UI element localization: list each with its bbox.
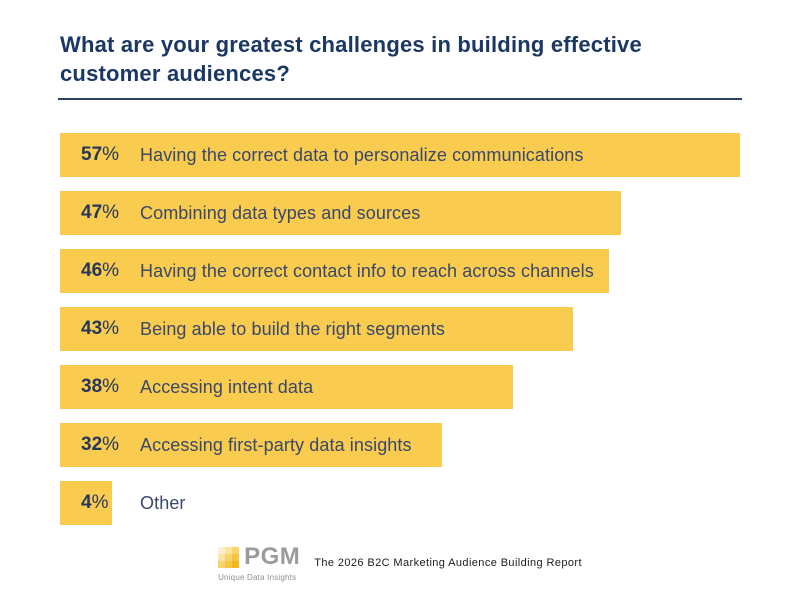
bar-value: 57% <box>81 144 120 165</box>
bar-value: 46% <box>81 260 120 281</box>
logo-mosaic-square <box>218 553 226 561</box>
bar-row: 38% Accessing intent data <box>60 365 740 409</box>
bar-chart: 57% Having the correct data to personaliz… <box>60 133 740 539</box>
logo-mosaic-square <box>232 546 240 554</box>
pgm-logo-icon <box>218 546 240 568</box>
bar <box>60 481 112 525</box>
logo-mosaic-square <box>232 553 240 561</box>
bar-value: 32% <box>81 434 120 455</box>
pgm-logo-row: PGM <box>218 543 300 571</box>
bar-value: 4% <box>81 492 109 513</box>
logo-mosaic-square <box>218 546 226 554</box>
bar-value: 43% <box>81 318 120 339</box>
page-title: What are your greatest challenges in bui… <box>60 32 642 87</box>
bar <box>60 249 609 293</box>
bar-label: Other <box>140 492 186 513</box>
bar-label: Accessing intent data <box>140 376 314 397</box>
bar-row: 43% Being able to build the right segment… <box>60 307 740 351</box>
bar <box>60 307 573 351</box>
title-underline <box>58 98 742 100</box>
bar <box>60 133 740 177</box>
bar-label: Being able to build the right segments <box>140 318 445 339</box>
bar <box>60 423 442 467</box>
bar-value: 38% <box>81 376 120 397</box>
bar-label: Having the correct contact info to reach… <box>140 260 594 281</box>
logo-mosaic-square <box>225 546 233 554</box>
logo-mosaic-square <box>232 560 240 568</box>
bar <box>60 191 621 235</box>
bar <box>60 365 514 409</box>
bar-label: Having the correct data to personalize c… <box>140 144 584 165</box>
bar-row: 47% Combining data types and sources <box>60 191 740 235</box>
bar-row: 32% Accessing first-party data insights <box>60 423 740 467</box>
bar-row: 57% Having the correct data to personaliz… <box>60 133 740 177</box>
bar-label: Accessing first-party data insights <box>140 434 412 455</box>
bar-label: Combining data types and sources <box>140 202 421 223</box>
pgm-logo-tagline: Unique Data Insights <box>218 573 297 582</box>
logo-mosaic-square <box>225 553 233 561</box>
pgm-logo-text: PGM <box>244 543 301 570</box>
bar-row: 4% Other <box>60 481 740 525</box>
footer: PGM Unique Data Insights The 2026 B2C Ma… <box>0 543 800 582</box>
logo-mosaic-square <box>225 560 233 568</box>
report-title: The 2026 B2C Marketing Audience Building… <box>314 556 582 569</box>
pgm-logo: PGM Unique Data Insights <box>218 543 300 582</box>
bar-row: 46% Having the correct contact info to re… <box>60 249 740 293</box>
bar-value: 47% <box>81 202 120 223</box>
logo-mosaic-square <box>218 560 226 568</box>
